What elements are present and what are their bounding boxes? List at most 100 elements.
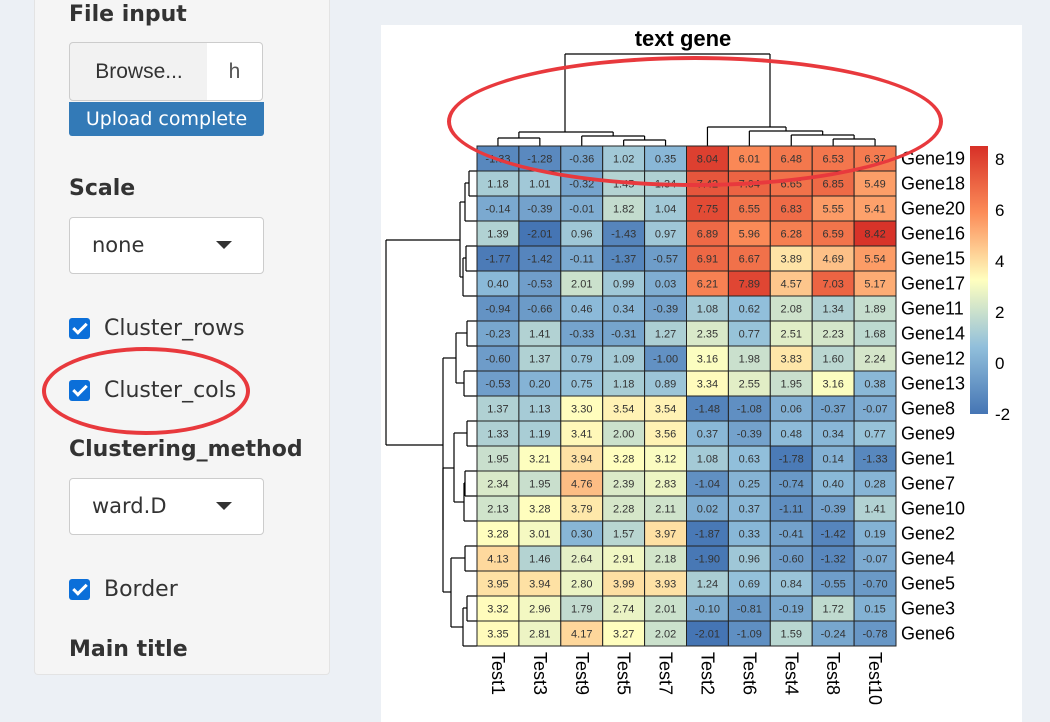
cell-value-label: 0.99 (613, 279, 634, 291)
cell-value-label: 3.93 (655, 579, 676, 591)
heatmap-cell (602, 295, 646, 322)
cell-value-label: 5.54 (864, 254, 885, 266)
cell-value-label: 0.28 (864, 479, 885, 491)
cell-value-label: 1.02 (613, 154, 634, 166)
browse-button[interactable]: Browse... (69, 42, 209, 101)
heatmap-cell (769, 320, 813, 347)
cell-value-label: 1.60 (822, 354, 843, 366)
column-labels: Test1 Test3 Test9 Test5 Test7 Test2 Test6 Test4… (488, 652, 885, 705)
cell-value-label: -0.66 (527, 304, 552, 316)
cell-value-label: 2.28 (613, 504, 634, 516)
heatmap-cell (853, 345, 897, 372)
clustering-method-select[interactable]: ward.D (69, 478, 264, 535)
cell-value-label: -0.07 (863, 404, 888, 416)
heatmap-cell (811, 270, 855, 297)
checkbox-checked-icon[interactable] (69, 379, 90, 401)
cell-value-label: 5.49 (864, 179, 885, 191)
cell-value-label: -0.70 (863, 579, 888, 591)
cell-value-label: 2.39 (613, 479, 634, 491)
heatmap-cell (811, 245, 855, 272)
heatmap-cell (811, 195, 855, 222)
heatmap-plot-panel: text gene -1.33 -1.28 -0.36 1.02 0.35 8.04 6.0… (381, 25, 1022, 722)
cell-value-label: 1.37 (529, 354, 550, 366)
cell-value-label: -1.87 (695, 529, 720, 541)
cell-value-label: 2.35 (697, 329, 718, 341)
heatmap-cell (686, 220, 729, 247)
cell-value-label: 8.42 (864, 229, 885, 241)
cell-value-label: -0.11 (570, 254, 594, 266)
heatmap-cell (853, 620, 897, 647)
heatmap-cell (644, 445, 688, 472)
cell-value-label: -1.42 (527, 254, 552, 266)
heatmap-cell (476, 295, 520, 322)
cell-value-label: 3.99 (613, 579, 634, 591)
cell-value-label: -1.77 (485, 254, 510, 266)
scale-select[interactable]: none (69, 217, 264, 274)
cell-value-label: -0.07 (863, 554, 888, 566)
heatmap-cell (727, 620, 771, 647)
cell-value-label: -0.53 (527, 279, 552, 291)
column-label: Test4 (781, 652, 801, 695)
cell-value-label: 2.18 (655, 554, 676, 566)
column-label: Test5 (614, 652, 634, 695)
border-label: Border (104, 576, 178, 602)
legend-tick-label: 0 (995, 354, 1004, 373)
cell-value-label: 1.39 (487, 229, 508, 241)
cell-value-label: 1.19 (529, 429, 550, 441)
cell-value-label: 4.57 (781, 279, 802, 291)
file-name-field[interactable]: h (207, 42, 263, 101)
heatmap-cell (853, 370, 897, 397)
heatmap-cell (644, 270, 688, 297)
column-label: Test1 (488, 652, 508, 695)
row-label: Gene2 (901, 524, 955, 544)
column-label: Test9 (572, 652, 592, 695)
heatmap-cell (644, 295, 688, 322)
row-label: Gene5 (901, 574, 955, 594)
heatmap-cell (644, 470, 688, 497)
cell-value-label: 4.17 (571, 629, 592, 641)
cell-value-label: 1.18 (613, 379, 634, 391)
cell-value-label: 0.30 (571, 529, 592, 541)
heatmap-cell (644, 620, 688, 647)
cell-value-label: -1.11 (779, 504, 803, 516)
heatmap-cell (518, 545, 562, 572)
column-dendrogram (497, 53, 876, 146)
checkbox-checked-icon[interactable] (69, 578, 90, 600)
cell-value-label: 2.08 (781, 304, 802, 316)
heatmap-cell (644, 520, 688, 547)
cell-value-label: 3.16 (697, 354, 718, 366)
heatmap-cell (769, 570, 813, 597)
cell-value-label: -0.60 (779, 554, 804, 566)
cell-value-label: -0.94 (485, 304, 510, 316)
heatmap-cell (476, 345, 520, 372)
cell-value-label: 1.41 (529, 329, 550, 341)
heatmap-cell (602, 570, 646, 597)
heatmap-cell (476, 545, 520, 572)
heatmap-cell (853, 395, 897, 422)
cell-value-label: 0.69 (739, 579, 760, 591)
cell-value-label: 1.95 (529, 479, 550, 491)
heatmap-cell (644, 570, 688, 597)
row-label: Gene15 (901, 249, 965, 269)
cell-value-label: 3.21 (529, 454, 550, 466)
row-dendrogram (385, 170, 477, 647)
cell-value-label: -0.23 (485, 329, 510, 341)
chart-title: text gene (635, 26, 732, 51)
cell-value-label: 6.67 (739, 254, 760, 266)
cell-value-label: 0.79 (571, 354, 592, 366)
cell-value-label: 2.34 (487, 479, 508, 491)
checkbox-checked-icon[interactable] (69, 317, 90, 339)
cell-value-label: 2.83 (655, 479, 676, 491)
cluster-cols-checkbox[interactable]: Cluster_cols (69, 375, 236, 405)
cluster-rows-checkbox[interactable]: Cluster_rows (69, 313, 245, 343)
row-label: Gene1 (901, 449, 955, 469)
cell-value-label: 0.77 (864, 429, 885, 441)
heatmap-cell (560, 545, 604, 572)
cell-value-label: 3.01 (529, 529, 550, 541)
row-label: Gene8 (901, 399, 955, 419)
heatmap-cell (727, 220, 771, 247)
cluster-cols-label: Cluster_cols (104, 377, 237, 403)
border-checkbox[interactable]: Border (69, 574, 178, 604)
cell-value-label: 2.80 (571, 579, 592, 591)
heatmap-cell (686, 520, 729, 547)
